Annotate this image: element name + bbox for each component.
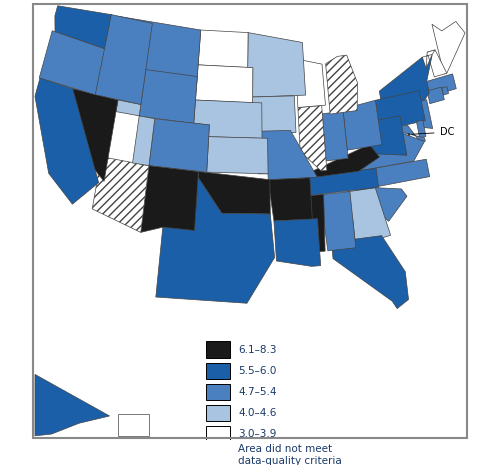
Polygon shape	[116, 100, 154, 166]
Polygon shape	[94, 14, 152, 105]
Polygon shape	[206, 405, 231, 421]
Polygon shape	[116, 16, 201, 85]
Polygon shape	[55, 6, 112, 49]
Polygon shape	[343, 100, 382, 150]
Polygon shape	[206, 341, 231, 358]
Polygon shape	[35, 374, 110, 436]
Polygon shape	[194, 100, 262, 138]
Polygon shape	[298, 106, 327, 171]
Polygon shape	[356, 131, 424, 172]
Polygon shape	[376, 91, 426, 131]
Polygon shape	[156, 178, 274, 303]
Polygon shape	[149, 119, 210, 172]
Polygon shape	[422, 50, 435, 74]
Polygon shape	[311, 145, 380, 178]
Polygon shape	[416, 120, 426, 138]
Polygon shape	[206, 363, 231, 379]
Text: 4.7–5.4: 4.7–5.4	[238, 387, 277, 397]
Polygon shape	[198, 30, 248, 67]
Polygon shape	[206, 384, 231, 400]
Polygon shape	[140, 166, 198, 232]
Polygon shape	[380, 54, 432, 105]
Polygon shape	[354, 159, 430, 191]
Polygon shape	[432, 21, 465, 74]
Polygon shape	[388, 125, 426, 141]
Polygon shape	[206, 137, 268, 174]
Polygon shape	[198, 172, 270, 214]
Polygon shape	[345, 188, 391, 245]
Text: 6.1–8.3: 6.1–8.3	[238, 345, 277, 355]
Polygon shape	[304, 168, 378, 196]
Polygon shape	[414, 100, 432, 128]
Polygon shape	[206, 447, 231, 464]
Polygon shape	[258, 130, 318, 179]
Polygon shape	[364, 187, 407, 221]
Polygon shape	[65, 89, 118, 181]
Polygon shape	[35, 78, 98, 204]
Polygon shape	[426, 74, 456, 93]
Text: 3.0–3.9: 3.0–3.9	[238, 429, 277, 439]
Polygon shape	[427, 87, 444, 104]
Polygon shape	[320, 192, 356, 251]
Polygon shape	[294, 194, 325, 252]
Text: 4.0–4.6: 4.0–4.6	[238, 408, 277, 418]
Polygon shape	[427, 50, 447, 77]
Polygon shape	[332, 236, 408, 309]
Polygon shape	[39, 31, 104, 95]
Polygon shape	[268, 178, 312, 221]
Polygon shape	[274, 219, 320, 266]
Polygon shape	[362, 116, 407, 155]
Polygon shape	[139, 70, 198, 124]
Polygon shape	[206, 426, 231, 442]
Polygon shape	[196, 65, 253, 103]
Polygon shape	[118, 414, 149, 436]
Polygon shape	[278, 55, 326, 107]
Polygon shape	[92, 157, 149, 232]
Polygon shape	[252, 96, 296, 133]
Text: 5.5–6.0: 5.5–6.0	[238, 366, 277, 376]
Text: DC: DC	[412, 127, 454, 137]
Polygon shape	[248, 33, 306, 97]
Text: Area did not meet
data-quality criteria: Area did not meet data-quality criteria	[238, 444, 342, 465]
Polygon shape	[442, 86, 448, 95]
Polygon shape	[326, 55, 358, 114]
Polygon shape	[408, 133, 410, 136]
Polygon shape	[322, 111, 348, 161]
